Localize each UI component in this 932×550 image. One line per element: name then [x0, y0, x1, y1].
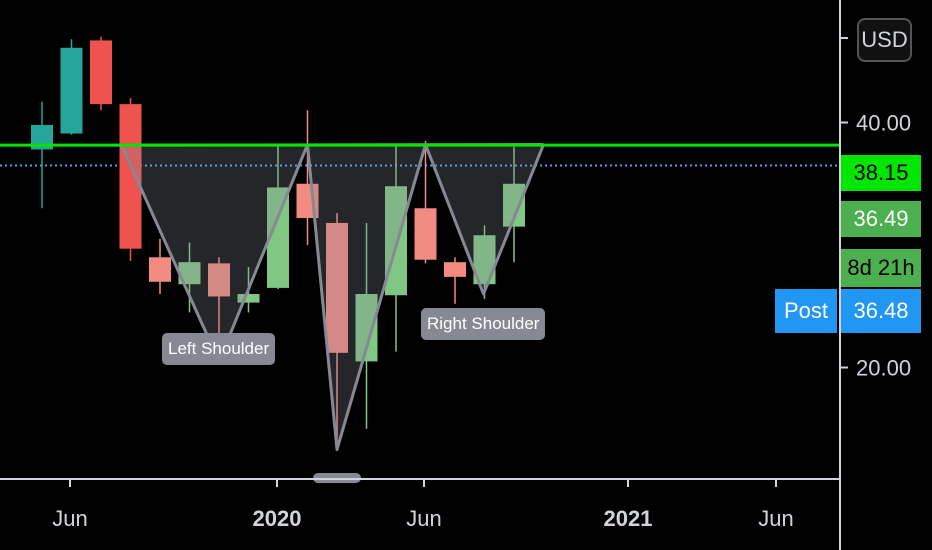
candle-body [473, 235, 496, 285]
post-label-tag: Post [775, 289, 837, 333]
pattern-fill [121, 144, 544, 450]
candle-body [31, 124, 53, 150]
x-tick-label: Jun [406, 506, 441, 531]
candle [355, 222, 378, 429]
candle [473, 225, 496, 299]
candle [60, 39, 83, 135]
y-tick-label: 40.00 [856, 111, 911, 136]
x-tick-label: 2020 [253, 506, 302, 531]
candle-body [178, 262, 201, 285]
candle [149, 238, 171, 295]
x-tick-label: 2021 [604, 506, 653, 531]
candle [119, 98, 142, 261]
resistance-price-tag: 38.15 [841, 155, 921, 191]
currency-button[interactable]: USD [857, 18, 912, 62]
candle [503, 147, 525, 263]
candle-body [208, 263, 230, 297]
candle [326, 213, 348, 450]
candle-body [149, 257, 171, 282]
right-shoulder-label: Right Shoulder [421, 308, 546, 340]
y-axis: 40.00 20.00 [840, 37, 911, 381]
candle [414, 140, 437, 264]
y-tick-label: 20.00 [856, 356, 911, 381]
candle-body [267, 187, 289, 288]
candle [90, 36, 112, 111]
candle-body [237, 294, 260, 303]
candle [178, 242, 201, 313]
post-price-tag: 36.48 [841, 289, 921, 333]
left-shoulder-label: Left Shoulder [162, 333, 276, 365]
candle-body [503, 183, 525, 227]
x-axis: Jun 2020 Jun 2021 Jun [52, 479, 794, 531]
x-tick-label: Jun [52, 506, 87, 531]
last-price-tag: 36.49 [841, 201, 921, 237]
candle-body [119, 104, 142, 249]
candle-body [444, 262, 466, 277]
plot-area [0, 36, 840, 483]
candle-body [60, 47, 83, 134]
candle [31, 101, 53, 209]
countdown-tag: 8d 21h [841, 249, 921, 287]
x-tick-label: Jun [758, 506, 793, 531]
candle-body [355, 294, 378, 362]
candle-body [90, 40, 112, 105]
candle [444, 257, 466, 304]
candle-body [326, 222, 348, 353]
candle-body [414, 208, 437, 260]
